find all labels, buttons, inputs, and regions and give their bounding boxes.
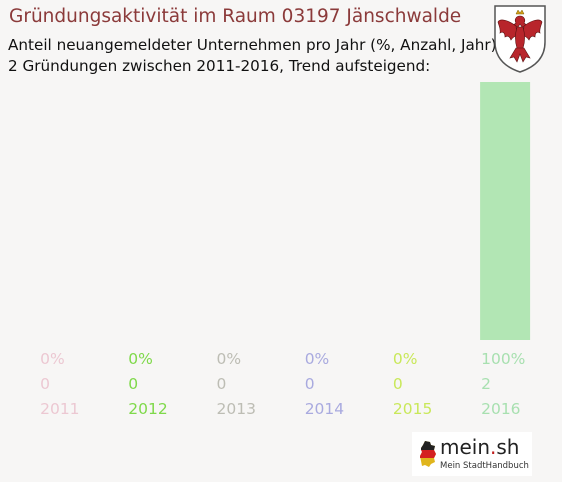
percent-label-2011: 0% [40, 350, 65, 368]
subtitle-line-2: 2 Gründungen zwischen 2011-2016, Trend a… [8, 57, 431, 75]
year-label-2015: 2015 [393, 400, 432, 418]
chart-area: 0% 0 2011 0% 0 2012 0% 0 2013 0% 0 2014 0% 0 2015 100% 2… [40, 82, 531, 418]
year-label-2012: 2012 [128, 400, 167, 418]
count-label-2015: 0 [393, 375, 403, 393]
count-label-2013: 0 [217, 375, 227, 393]
percent-label-2014: 0% [305, 350, 330, 368]
percent-label-2015: 0% [393, 350, 418, 368]
count-label-2014: 0 [305, 375, 315, 393]
year-label-2011: 2011 [40, 400, 79, 418]
count-label-2011: 0 [40, 375, 50, 393]
bar-2016 [480, 82, 531, 340]
percent-label-2013: 0% [217, 350, 242, 368]
chart-title: Gründungsaktivität im Raum 03197 Jänschw… [9, 6, 462, 27]
percent-label-2012: 0% [128, 350, 153, 368]
logo-tagline: Mein StadtHandbuch [440, 461, 529, 471]
count-label-2012: 0 [128, 375, 138, 393]
percent-label-2016: 100% [481, 350, 525, 368]
site-logo[interactable]: mein.sh Mein StadtHandbuch [412, 432, 532, 476]
subtitle-line-1: Anteil neuangemeldeter Unternehmen pro J… [8, 36, 497, 54]
chart-subtitle: Anteil neuangemeldeter Unternehmen pro J… [8, 35, 497, 77]
brandenburg-eagle-crest-icon [494, 5, 546, 73]
count-label-2016: 2 [481, 375, 491, 393]
year-label-2013: 2013 [217, 400, 256, 418]
germany-map-icon [420, 441, 436, 467]
year-label-2016: 2016 [481, 400, 520, 418]
logo-wordmark: mein.sh [440, 435, 520, 459]
year-label-2014: 2014 [305, 400, 344, 418]
